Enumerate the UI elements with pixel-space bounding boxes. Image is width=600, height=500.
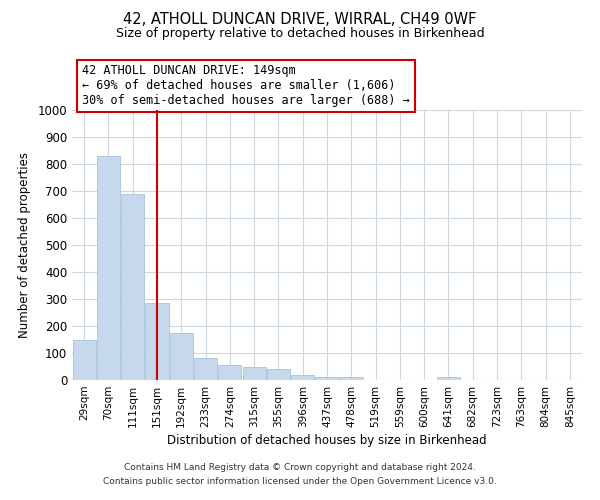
Text: Contains HM Land Registry data © Crown copyright and database right 2024.: Contains HM Land Registry data © Crown c…	[124, 464, 476, 472]
Bar	[73, 340, 95, 380]
Bar	[267, 369, 290, 380]
Bar	[316, 378, 338, 380]
Bar	[242, 366, 266, 380]
X-axis label: Distribution of detached houses by size in Birkenhead: Distribution of detached houses by size …	[167, 434, 487, 447]
Text: Size of property relative to detached houses in Birkenhead: Size of property relative to detached ho…	[116, 28, 484, 40]
Bar	[291, 375, 314, 380]
Text: Contains public sector information licensed under the Open Government Licence v3: Contains public sector information licen…	[103, 477, 497, 486]
Bar	[170, 333, 193, 380]
Bar	[97, 156, 120, 380]
Text: 42 ATHOLL DUNCAN DRIVE: 149sqm
← 69% of detached houses are smaller (1,606)
30% : 42 ATHOLL DUNCAN DRIVE: 149sqm ← 69% of …	[82, 64, 410, 108]
Bar	[121, 194, 144, 380]
Bar	[437, 378, 460, 380]
Text: 42, ATHOLL DUNCAN DRIVE, WIRRAL, CH49 0WF: 42, ATHOLL DUNCAN DRIVE, WIRRAL, CH49 0W…	[124, 12, 476, 28]
Y-axis label: Number of detached properties: Number of detached properties	[17, 152, 31, 338]
Bar	[145, 303, 169, 380]
Bar	[218, 364, 241, 380]
Bar	[340, 378, 363, 380]
Bar	[194, 358, 217, 380]
